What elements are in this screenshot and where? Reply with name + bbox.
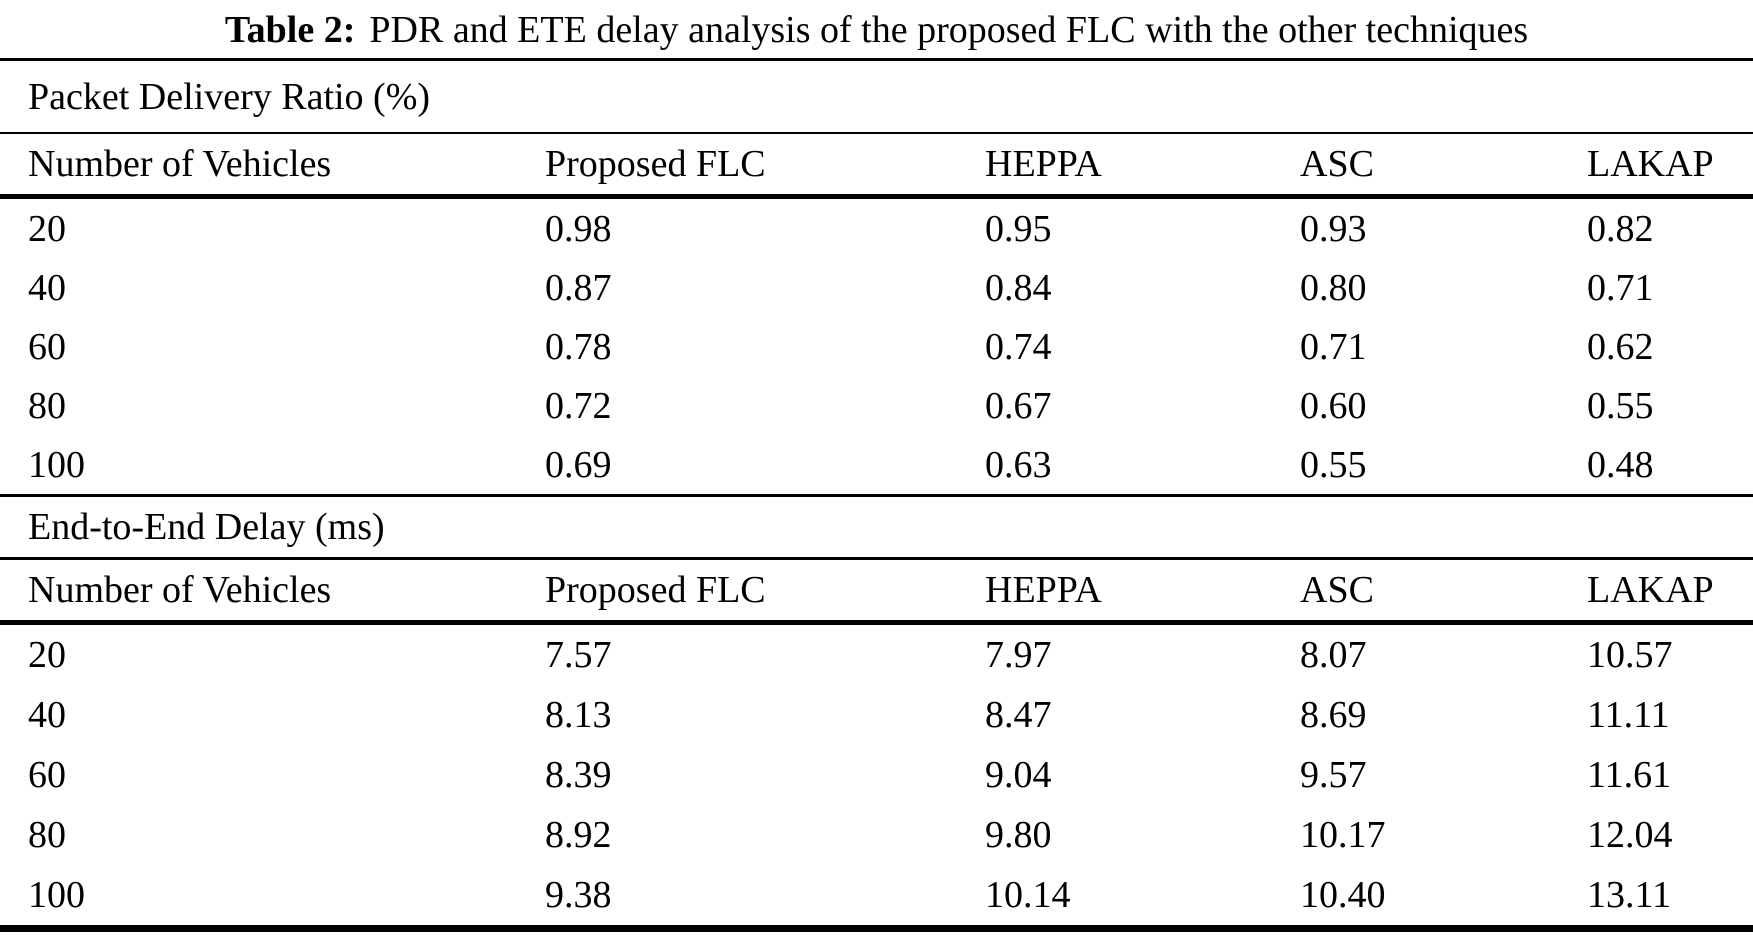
section-row-pdr: Packet Delivery Ratio (%) bbox=[0, 59, 1753, 134]
column-header-number-of-vehicles: Number of Vehicles bbox=[0, 558, 545, 625]
table-cell: 8.47 bbox=[985, 694, 1052, 736]
table-cell: 8.69 bbox=[1300, 694, 1367, 736]
table-cell: 0.48 bbox=[1587, 443, 1654, 486]
table-cell: 12.04 bbox=[1587, 814, 1673, 856]
table-caption-label: Table 2: bbox=[224, 9, 356, 51]
column-header-lakap: LAKAP bbox=[1587, 133, 1753, 199]
section-row-ete: End-to-End Delay (ms) bbox=[0, 494, 1753, 560]
table-cell: 13.11 bbox=[1587, 874, 1672, 916]
table-cell: 7.97 bbox=[985, 634, 1052, 676]
table-cell: 0.71 bbox=[1300, 325, 1367, 368]
row-label: 60 bbox=[28, 325, 66, 368]
table-row: 40 0.87 0.84 0.80 0.71 bbox=[0, 258, 1753, 317]
table-cell: 9.57 bbox=[1300, 754, 1367, 796]
row-label: 100 bbox=[28, 874, 85, 916]
table-cell: 0.71 bbox=[1587, 266, 1654, 309]
column-header-heppa: HEPPA bbox=[985, 133, 1300, 199]
row-label: 80 bbox=[28, 384, 66, 427]
table-cell: 0.87 bbox=[545, 266, 612, 309]
table-cell: 9.04 bbox=[985, 754, 1052, 796]
table-cell: 8.92 bbox=[545, 814, 612, 856]
table-cell: 0.98 bbox=[545, 207, 612, 250]
row-label: 80 bbox=[28, 814, 66, 856]
table-cell: 0.78 bbox=[545, 325, 612, 368]
table-cell: 7.57 bbox=[545, 634, 612, 676]
column-header-row-ete: Number of Vehicles Proposed FLC HEPPA AS… bbox=[0, 558, 1753, 625]
table-cell: 0.62 bbox=[1587, 325, 1654, 368]
table-row: 80 0.72 0.67 0.60 0.55 bbox=[0, 376, 1753, 435]
table-row: 60 0.78 0.74 0.71 0.62 bbox=[0, 317, 1753, 376]
row-label: 20 bbox=[28, 207, 66, 250]
table-cell: 0.93 bbox=[1300, 207, 1367, 250]
table-row: 100 0.69 0.63 0.55 0.48 bbox=[0, 435, 1753, 496]
column-header-proposed-flc: Proposed FLC bbox=[545, 133, 985, 199]
table-cell: 0.60 bbox=[1300, 384, 1367, 427]
table-cell: 0.72 bbox=[545, 384, 612, 427]
table-cell: 10.40 bbox=[1300, 874, 1386, 916]
table-cell: 0.80 bbox=[1300, 266, 1367, 309]
results-table: Packet Delivery Ratio (%) Number of Vehi… bbox=[0, 58, 1753, 932]
table-cell: 0.74 bbox=[985, 325, 1052, 368]
table-cell: 0.55 bbox=[1587, 384, 1654, 427]
table-cell: 10.14 bbox=[985, 874, 1071, 916]
column-header-row-pdr: Number of Vehicles Proposed FLC HEPPA AS… bbox=[0, 133, 1753, 199]
row-label: 40 bbox=[28, 694, 66, 736]
column-header-asc: ASC bbox=[1300, 133, 1587, 199]
table-cell: 9.38 bbox=[545, 874, 612, 916]
table-cell: 10.17 bbox=[1300, 814, 1386, 856]
column-header-number-of-vehicles: Number of Vehicles bbox=[0, 133, 545, 199]
section-header-ete: End-to-End Delay (ms) bbox=[0, 494, 1753, 560]
table-cell: 8.07 bbox=[1300, 634, 1367, 676]
table-cell: 11.61 bbox=[1587, 754, 1672, 796]
row-label: 100 bbox=[28, 443, 85, 486]
table-cell: 8.13 bbox=[545, 694, 612, 736]
table-cell: 0.95 bbox=[985, 207, 1052, 250]
table-caption-text: PDR and ETE delay analysis of the propos… bbox=[369, 9, 1529, 51]
column-header-heppa: HEPPA bbox=[985, 558, 1300, 625]
table-cell: 0.67 bbox=[985, 384, 1052, 427]
table-cell: 0.55 bbox=[1300, 443, 1367, 486]
table-row: 100 9.38 10.14 10.40 13.11 bbox=[0, 865, 1753, 929]
column-header-lakap: LAKAP bbox=[1587, 558, 1753, 625]
column-header-asc: ASC bbox=[1300, 558, 1587, 625]
row-label: 40 bbox=[28, 266, 66, 309]
row-label: 20 bbox=[28, 634, 66, 676]
table-cell: 8.39 bbox=[545, 754, 612, 796]
row-label: 60 bbox=[28, 754, 66, 796]
table-cell: 9.80 bbox=[985, 814, 1052, 856]
table-cell: 10.57 bbox=[1587, 634, 1673, 676]
table-row: 60 8.39 9.04 9.57 11.61 bbox=[0, 745, 1753, 805]
section-header-pdr: Packet Delivery Ratio (%) bbox=[0, 59, 1753, 134]
table-cell: 0.82 bbox=[1587, 207, 1654, 250]
table-row: 40 8.13 8.47 8.69 11.11 bbox=[0, 685, 1753, 745]
table-cell: 11.11 bbox=[1587, 694, 1670, 736]
table-cell: 0.63 bbox=[985, 443, 1052, 486]
table-caption: Table 2: PDR and ETE delay analysis of th… bbox=[0, 0, 1753, 58]
column-header-proposed-flc: Proposed FLC bbox=[545, 558, 985, 625]
table-row: 20 7.57 7.97 8.07 10.57 bbox=[0, 623, 1753, 686]
table-cell: 0.69 bbox=[545, 443, 612, 486]
table-cell: 0.84 bbox=[985, 266, 1052, 309]
table-row: 80 8.92 9.80 10.17 12.04 bbox=[0, 805, 1753, 865]
table-row: 20 0.98 0.95 0.93 0.82 bbox=[0, 197, 1753, 259]
